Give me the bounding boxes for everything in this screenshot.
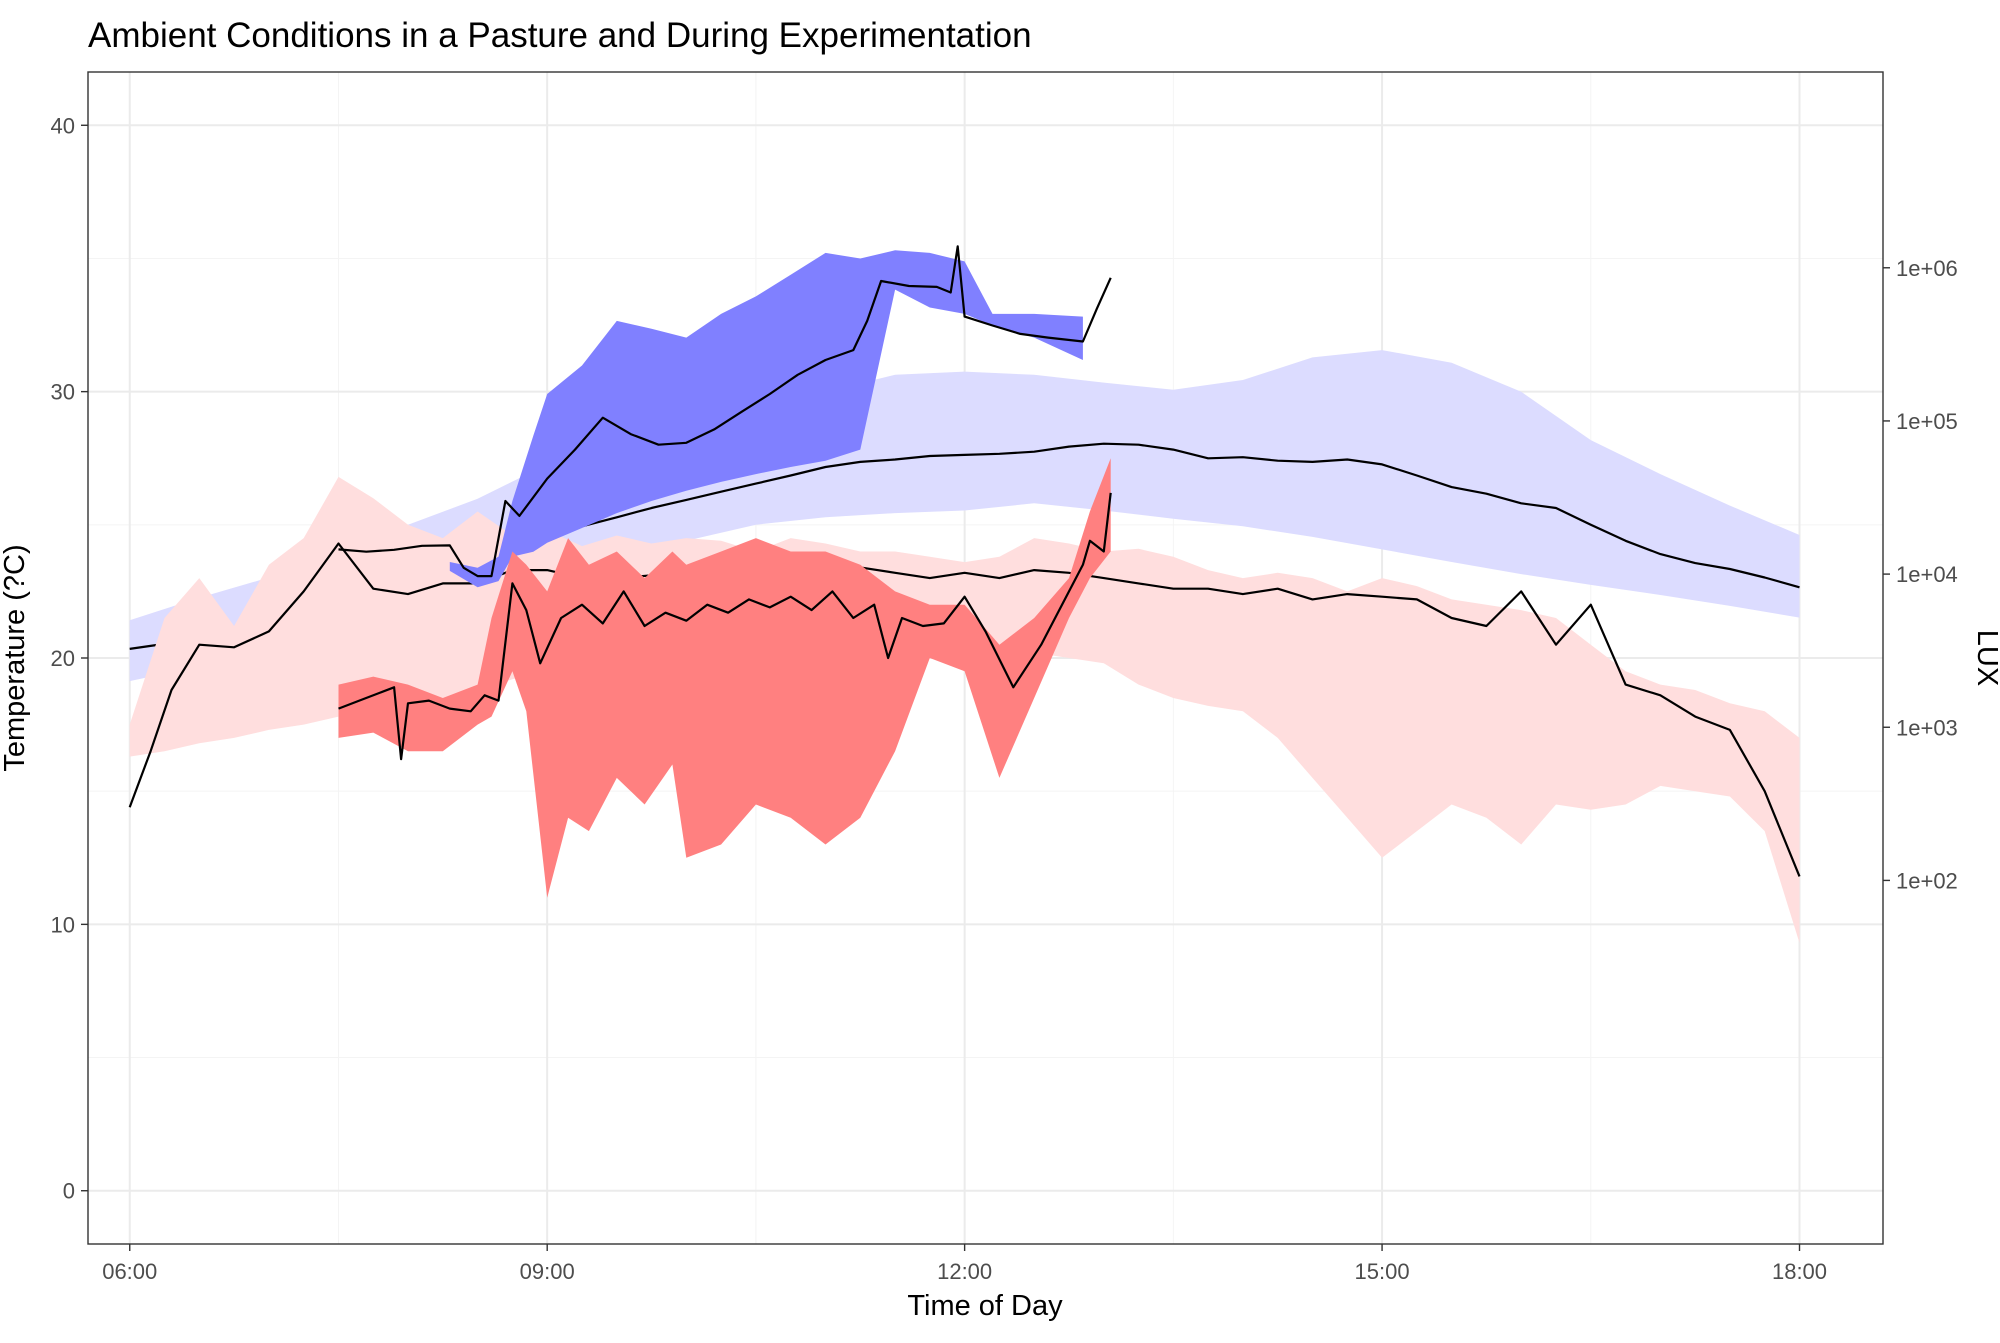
x-tick-label: 12:00 (937, 1259, 992, 1284)
x-tick-label: 06:00 (102, 1259, 157, 1284)
x-axis-title: Time of Day (907, 1290, 1063, 1322)
pasture-lux-range-ribbon (129, 350, 1800, 682)
y-tick-label: 0 (63, 1179, 75, 1204)
y2-axis-title: LUX (1971, 630, 2000, 686)
axes: 06:00 09:00 12:00 15:00 18:00 0 10 20 30 40 1e+02 1… (51, 113, 1958, 1284)
pasture-temperature-mean-line (128, 542, 1801, 877)
x-tick-label: 18:00 (1772, 1259, 1827, 1284)
y-tick-label: 30 (51, 380, 75, 405)
y-tick-label: 40 (51, 113, 75, 138)
experiment-temperature-range-ribbon (338, 458, 1111, 898)
y-tick-label: 20 (51, 646, 75, 671)
experiment-temperature-mean-line (338, 492, 1112, 761)
chart-title: Ambient Conditions in a Pasture and Duri… (88, 16, 1032, 55)
experiment-lux-mean-line (338, 245, 1112, 578)
y2-tick-label: 1e+03 (1896, 715, 1958, 740)
y-tick-label: 10 (51, 912, 75, 937)
x-tick-label: 15:00 (1355, 1259, 1410, 1284)
x-tick-label: 09:00 (520, 1259, 575, 1284)
y2-tick-label: 1e+06 (1896, 256, 1958, 281)
y2-tick-label: 1e+05 (1896, 409, 1958, 434)
plot-series (128, 245, 1801, 943)
experiment-lux-range-ribbon (449, 250, 1083, 588)
y2-tick-label: 1e+04 (1896, 562, 1958, 587)
y-axis-title: Temperature (?C) (0, 544, 31, 771)
y2-tick-label: 1e+02 (1896, 868, 1958, 893)
